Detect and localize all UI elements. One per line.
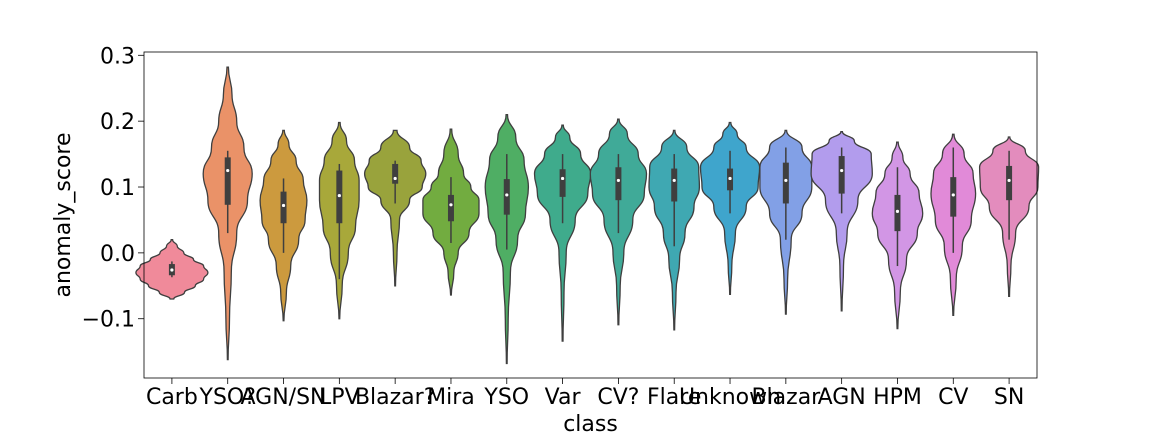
- x-tick-label: AGN/SN: [241, 385, 327, 410]
- plot-frame: [143, 51, 1038, 379]
- violin-iqr-box: [224, 157, 231, 205]
- violin-blazar-: [363, 129, 427, 287]
- violin-median-point: [170, 268, 174, 272]
- y-tick-label: −0.1: [82, 308, 135, 333]
- violin-median-point: [672, 178, 676, 183]
- y-axis-label: anomaly_score: [51, 132, 76, 297]
- violin-iqr-box: [559, 169, 566, 197]
- violin-body: [810, 131, 873, 312]
- violin-iqr-box: [615, 167, 622, 201]
- violin-median-point: [560, 176, 565, 181]
- violin-yso-: [202, 66, 253, 361]
- violin-lpv: [318, 121, 360, 320]
- y-tick-label: 0.1: [100, 176, 135, 201]
- violin-cv: [930, 133, 977, 317]
- x-tick-label: Flare: [647, 385, 701, 410]
- x-tick-label: Var: [545, 385, 582, 410]
- y-tick-label: 0.3: [100, 44, 135, 69]
- violin-median-point: [281, 203, 286, 208]
- violin-iqr-box: [838, 156, 845, 194]
- x-tick-label: HPM: [873, 385, 922, 410]
- x-tick-label: AGN: [818, 385, 866, 410]
- violin-sn: [978, 136, 1040, 297]
- violin-var: [533, 124, 592, 342]
- violin-iqr-box: [447, 194, 454, 222]
- x-axis-label: class: [563, 412, 618, 432]
- x-tick-label: SN: [994, 385, 1024, 410]
- violin-iqr-box: [280, 191, 287, 224]
- violin-median-point: [951, 193, 955, 197]
- x-tick-label: Carb: [146, 385, 198, 410]
- violin-unknown: [699, 121, 761, 296]
- violin-body: [363, 129, 427, 287]
- violin-median-point: [449, 203, 453, 207]
- x-tick-label: CV?: [597, 385, 639, 410]
- x-tick-label: YSO: [483, 385, 529, 410]
- y-axis: −0.1 0.0 0.1 0.2 0.3: [82, 44, 144, 333]
- violin-agn: [810, 131, 873, 312]
- x-tick-label: LPV: [319, 385, 360, 410]
- violin-iqr-box: [392, 163, 399, 184]
- violin-body: [533, 124, 592, 342]
- violin-iqr-box: [503, 179, 510, 215]
- violin-median-point: [784, 178, 788, 183]
- x-tick-label: Blazar?: [355, 385, 435, 410]
- violin-hpm: [871, 141, 924, 330]
- violin-blazar: [759, 129, 813, 315]
- violin-iqr-box: [1006, 165, 1013, 201]
- violin-median-point: [505, 193, 509, 197]
- violin-median-point: [728, 176, 732, 181]
- violin-median-point: [393, 176, 397, 181]
- x-tick-label: Mira: [427, 385, 475, 410]
- y-tick-label: 0.2: [100, 110, 135, 135]
- violin-iqr-box: [950, 177, 957, 217]
- violin-flare: [648, 129, 701, 331]
- violin-median-point: [895, 209, 900, 213]
- violin-agn-sn: [259, 129, 308, 322]
- x-tick-label: YSO?: [199, 385, 256, 410]
- x-tick-label: CV: [938, 385, 968, 410]
- violin-yso: [484, 113, 530, 365]
- violins-layer: [135, 66, 1040, 365]
- violin-median-point: [840, 168, 844, 173]
- violin-median-point: [616, 178, 621, 183]
- violin-median-point: [337, 193, 341, 198]
- violin-median-point: [226, 168, 230, 173]
- x-tick-label: Blazar: [751, 385, 821, 410]
- violin-median-point: [1007, 178, 1011, 183]
- violin-iqr-box: [782, 162, 789, 204]
- violin-cv-: [589, 118, 648, 326]
- violin-carb: [135, 239, 209, 300]
- violin-mira: [422, 128, 480, 296]
- violin-iqr-box: [671, 168, 678, 202]
- x-tick-label: Unknown: [679, 385, 781, 410]
- y-tick-label: 0.0: [100, 242, 135, 267]
- violin-iqr-box: [894, 194, 901, 232]
